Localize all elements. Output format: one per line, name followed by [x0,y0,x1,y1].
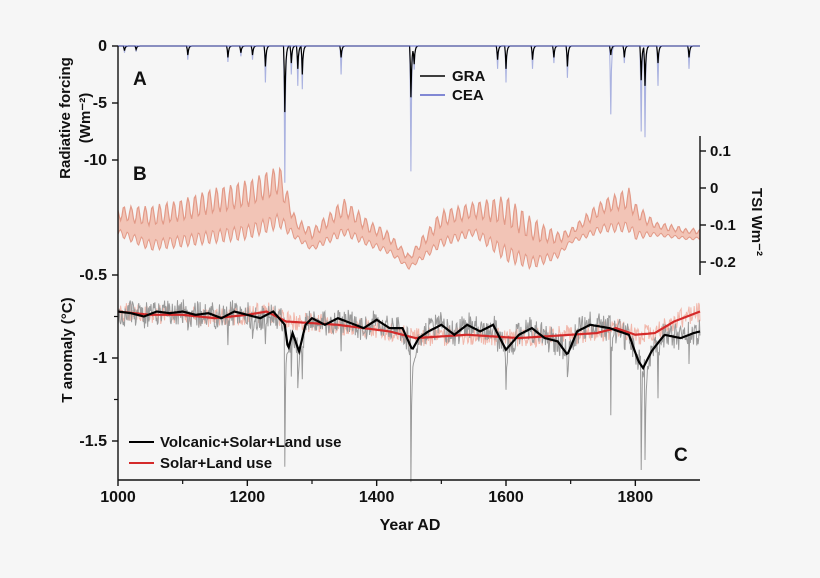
ylabel-tsi: TSI Wm⁻² [748,188,765,256]
tsi-tick-label--0.2: -0.2 [710,254,736,271]
main-traces [117,45,701,371]
panel-c-letter: C [674,445,688,466]
x-tick-label-1600: 1600 [488,489,524,506]
volcanic-solar-land-use-line [117,310,701,371]
legend-label-cea: CEA [452,87,484,104]
forcing-tick-label--5: -5 [93,95,107,112]
tsi-band [118,168,700,270]
background-traces [117,168,701,483]
x-tick-label-1200: 1200 [230,489,266,506]
legend-label-volcanic: Volcanic+Solar+Land use [160,434,341,451]
volcanic-annual-trace [117,299,701,483]
tsi-upper-line [117,166,701,259]
x-tick-label-1000: 1000 [100,489,136,506]
t-tick-label--0.5: -0.5 [79,267,107,284]
solar-land-annual-trace [117,302,701,349]
panel-a-letter: A [133,69,147,90]
legend-label-solar: Solar+Land use [160,455,272,472]
forcing-tick-label-0: 0 [98,38,107,55]
tsi-tick-label--0.1: -0.1 [710,217,736,234]
legend-label-gra: GRA [452,68,486,85]
t-tick-label--1: -1 [93,350,107,367]
solar-land-use-line [117,310,701,340]
x-tick-label-1400: 1400 [359,489,395,506]
panel-c-legend: Volcanic+Solar+Land use Solar+Land use [129,434,341,472]
xlabel-year: Year AD [380,517,441,534]
tsi-lower-line [117,212,701,271]
tsi-tick-label-0: 0 [710,180,718,197]
panel-a-legend: GRA CEA [420,68,486,104]
axis-ticks: 1000 1200 1400 1600 1800 0 -5 -10 -0.5 -1 -1.5 0.1 0… [79,38,735,506]
x-tick-label-1800: 1800 [618,489,654,506]
t-tick-label--1.5: -1.5 [79,433,107,450]
forcing-tick-label--10: -10 [84,152,107,169]
ylabel-forcing-line2: (Wm⁻²) [77,93,94,143]
tsi-tick-label-0.1: 0.1 [710,143,731,160]
panel-b-letter: B [133,164,147,185]
ylabel-forcing-line1: Radiative forcing [57,57,74,179]
ylabel-t-anomaly: T anomaly (°C) [59,297,76,402]
